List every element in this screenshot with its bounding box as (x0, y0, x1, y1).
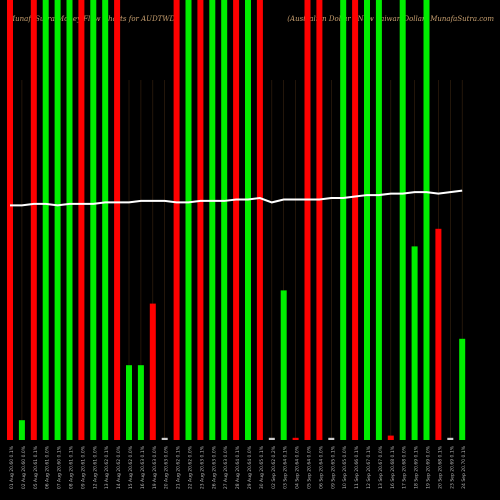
bar (387, 435, 394, 440)
bar (126, 365, 132, 440)
x-tick-label: 14 Aug 20.62 0.0% (116, 445, 122, 489)
bar (7, 0, 13, 440)
x-tick-label: 15 Aug 20.62 0.0% (128, 445, 134, 489)
bar (18, 420, 25, 440)
bar (399, 0, 406, 440)
x-tick-label: 05 Aug 20.61 0.1% (33, 445, 39, 489)
x-tick-label: 06 Aug 20.61 0.0% (45, 445, 51, 489)
x-tick-label: 19 Sep 20.69 0.0% (426, 445, 432, 489)
x-tick-label: 08 Aug 20.61 0.1% (69, 445, 75, 489)
x-tick-label: 19 Aug 20.63 0.0% (152, 445, 158, 489)
x-tick-label: 28 Aug 20.64 0.1% (235, 445, 241, 489)
bar (197, 0, 204, 440)
bar (30, 0, 37, 440)
bar (245, 0, 251, 440)
x-tick-label: 04 Sep 20.64 0.0% (295, 445, 301, 489)
x-tick-label: 02 Aug 20.60 0.0% (21, 445, 27, 489)
bar (304, 0, 311, 440)
x-tick-label: 03 Sep 20.64 0.1% (283, 445, 289, 489)
x-tick-label: 18 Sep 20.69 0.1% (414, 445, 420, 489)
x-tick-label: 20 Sep 20.68 0.1% (437, 445, 443, 489)
bar (233, 0, 240, 440)
bar (161, 437, 168, 440)
chart-subtitle: (Australian Dollar / New Taiwan Dollar) … (287, 15, 494, 23)
bar (280, 290, 287, 440)
bar (316, 0, 323, 440)
x-tick-label: 23 Aug 20.63 0.1% (199, 445, 205, 489)
x-tick-label: 22 Aug 20.62 0.0% (188, 445, 194, 489)
bar (268, 437, 275, 440)
x-tick-label: 07 Aug 20.60 0.1% (57, 445, 63, 489)
bar (78, 0, 85, 440)
price-line (10, 189, 463, 207)
x-tick-label: 12 Aug 20.61 0.0% (92, 445, 98, 489)
x-tick-label: 29 Aug 20.64 0.0% (247, 445, 253, 489)
bar (185, 0, 192, 440)
bar (364, 0, 370, 440)
x-tick-label: 01 Aug 20.60 0.1% (9, 445, 15, 489)
x-tick-label: 21 Aug 20.62 0.1% (176, 445, 182, 489)
x-tick-label: 17 Sep 20.68 0.0% (402, 445, 408, 489)
x-tick-label: 10 Sep 20.65 0.0% (342, 445, 348, 489)
bar (423, 0, 430, 440)
bar (256, 0, 263, 440)
bar (435, 228, 442, 440)
x-tick-label: 12 Sep 20.67 0.1% (366, 445, 372, 489)
x-tick-label: 09 Aug 20.61 0.0% (80, 445, 86, 489)
bar (66, 0, 73, 440)
x-tick-label: 11 Sep 20.66 0.1% (354, 445, 360, 489)
x-tick-label: 09 Sep 20.65 0.1% (330, 445, 336, 489)
bar (114, 0, 121, 440)
bar (209, 0, 216, 440)
x-tick-label: 02 Sep 20.62 0.2% (271, 445, 277, 489)
bar (411, 246, 418, 440)
bar (54, 0, 61, 440)
x-tick-label: 26 Aug 20.63 0.0% (211, 445, 217, 489)
x-tick-label: 16 Aug 20.63 0.1% (140, 445, 146, 489)
bar (292, 437, 299, 440)
x-tick-label: 13 Sep 20.67 0.0% (378, 445, 384, 489)
bar (90, 0, 97, 440)
bar (375, 0, 382, 440)
bar (340, 0, 347, 440)
bar (137, 365, 144, 440)
bar (352, 0, 359, 440)
x-tick-label: 16 Sep 20.68 0.1% (390, 445, 396, 489)
bar (459, 338, 466, 440)
bar (102, 0, 109, 440)
x-tick-label: 06 Sep 20.64 0.0% (318, 445, 324, 489)
x-tick-label: 20 Aug 20.63 0.0% (164, 445, 170, 489)
x-tick-label: 24 Sep 20.70 0.1% (461, 445, 467, 489)
x-tick-label: 13 Aug 20.62 0.1% (104, 445, 110, 489)
x-tick-label: 05 Sep 20.64 0.0% (307, 445, 313, 489)
x-tick-label: 27 Aug 20.63 0.0% (223, 445, 229, 489)
bar (149, 303, 156, 440)
bar (173, 0, 180, 440)
bar (221, 0, 228, 440)
bar (328, 437, 335, 440)
bar (447, 437, 454, 440)
x-tick-label: 23 Sep 20.69 0.1% (449, 445, 455, 489)
x-tick-label: 30 Aug 20.65 0.1% (259, 445, 265, 489)
bar (42, 0, 49, 440)
